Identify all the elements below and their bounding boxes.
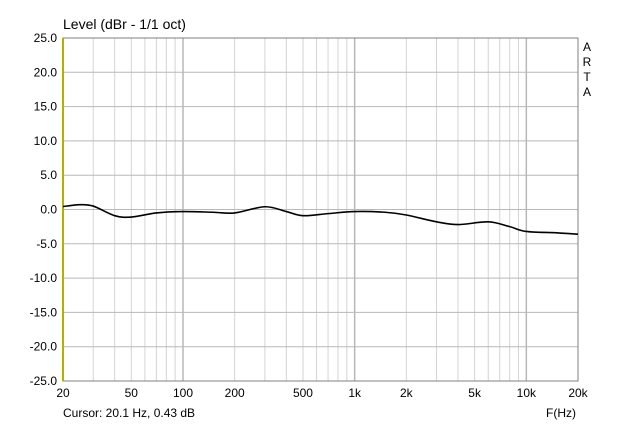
y-tick-label: 0.0 xyxy=(40,203,57,217)
x-tick-label: 200 xyxy=(225,386,245,400)
watermark-letter: R xyxy=(582,55,592,69)
x-tick-label: 20 xyxy=(56,386,70,400)
x-tick-label: 1k xyxy=(348,386,362,400)
y-tick-label: 20.0 xyxy=(34,65,58,79)
y-tick-label: 25.0 xyxy=(34,31,58,45)
arta-watermark: A R T A xyxy=(582,40,592,100)
x-axis-label: F(Hz) xyxy=(546,406,576,420)
x-tick-label: 10k xyxy=(517,386,537,400)
x-tick-label: 100 xyxy=(173,386,193,400)
y-tick-label: -20.0 xyxy=(30,340,58,354)
x-tick-label: 2k xyxy=(400,386,414,400)
x-tick-label: 500 xyxy=(293,386,313,400)
watermark-letter: A xyxy=(582,85,591,99)
y-tick-label: 5.0 xyxy=(40,168,57,182)
y-tick-label: 10.0 xyxy=(34,134,58,148)
x-tick-label: 50 xyxy=(125,386,139,400)
watermark-letter: A xyxy=(582,40,591,54)
watermark-letter: T xyxy=(583,70,591,84)
y-tick-label: -10.0 xyxy=(30,271,58,285)
response-curve xyxy=(62,203,579,235)
chart-title: Level (dBr - 1/1 oct) xyxy=(63,16,186,32)
y-tick-label: 15.0 xyxy=(34,100,58,114)
y-tick-label: -5.0 xyxy=(36,237,57,251)
y-tick-label: -25.0 xyxy=(30,374,58,388)
x-tick-label: 20k xyxy=(568,386,588,400)
y-tick-label: -15.0 xyxy=(30,305,58,319)
cursor-readout: Cursor: 20.1 Hz, 0.43 dB xyxy=(63,406,196,420)
x-tick-label: 5k xyxy=(468,386,482,400)
